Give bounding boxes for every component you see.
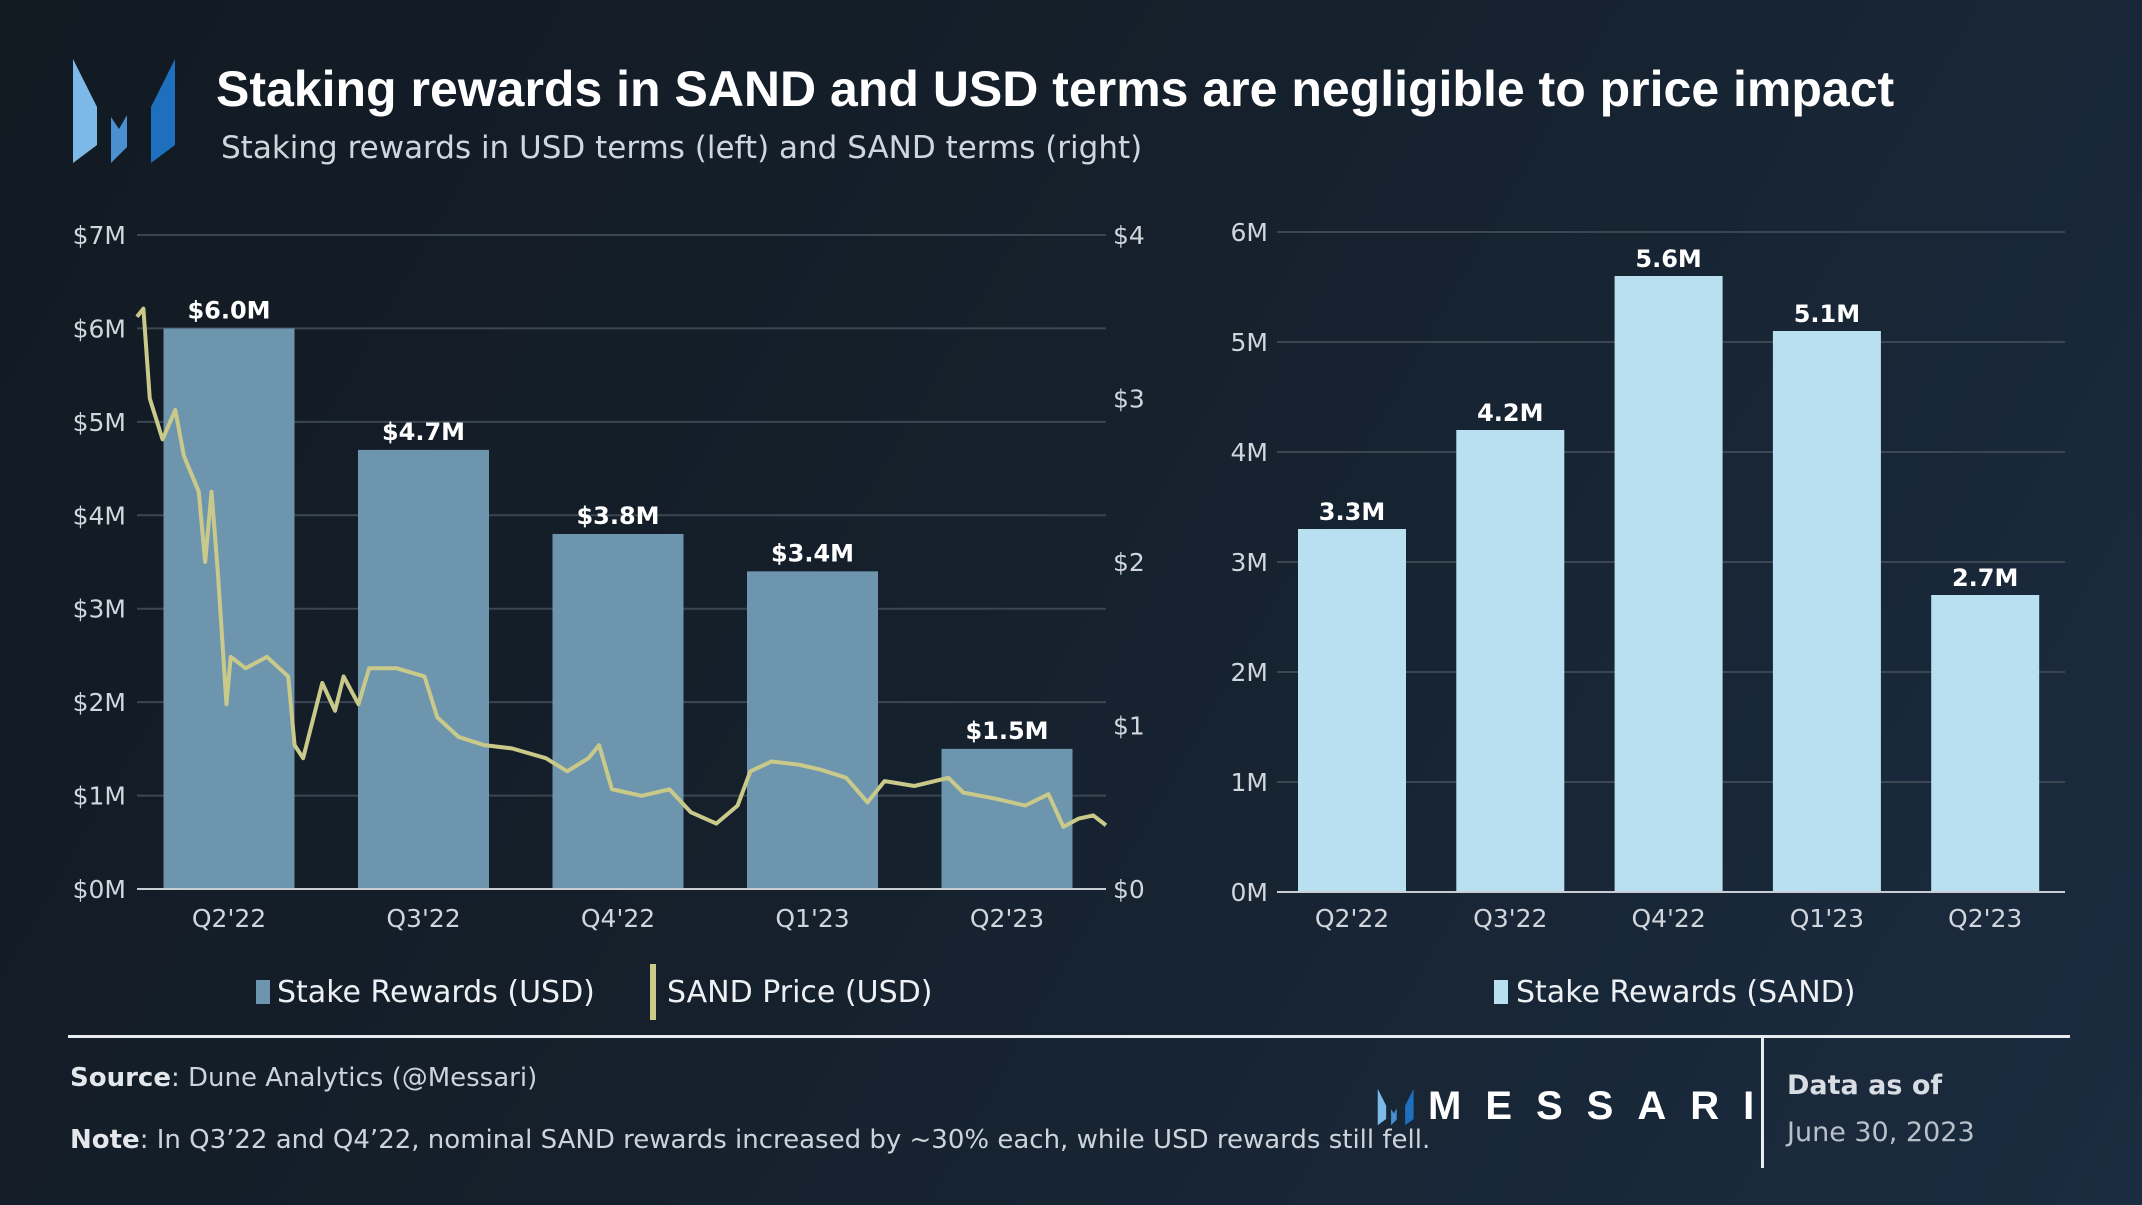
source-line: Source: Dune Analytics (@Messari): [70, 1063, 537, 1093]
footer-vertical-divider: [1761, 1038, 1764, 1168]
source-label: Source: [70, 1063, 171, 1093]
usd-bar-data-label: $4.7M: [382, 418, 465, 446]
footer-divider: [68, 1035, 2070, 1038]
y-axis-tick-label: 0M: [1231, 878, 1268, 907]
page-subtitle: Staking rewards in USD terms (left) and …: [221, 130, 1143, 166]
usd-bar-data-label: $3.4M: [771, 539, 854, 567]
right-axis-tick-label: $2: [1113, 548, 1145, 577]
left-axis-tick-label: $2M: [73, 688, 126, 717]
left-axis-tick-label: $6M: [73, 314, 126, 343]
left-axis-tick-label: $7M: [73, 221, 126, 250]
y-axis-tick-label: 2M: [1231, 658, 1268, 687]
messari-brand-icon: [1377, 1088, 1414, 1126]
right-axis-tick-label: $3: [1113, 385, 1145, 414]
y-axis-tick-label: 5M: [1231, 328, 1268, 357]
right-axis-tick-label: $4: [1113, 221, 1145, 250]
sand-price-line: [135, 306, 1108, 829]
legend-swatch-usd-rewards: [256, 980, 270, 1004]
x-axis-tick-label: Q3'22: [386, 904, 460, 933]
legend-label-sand-price: SAND Price (USD): [667, 975, 932, 1010]
x-axis-tick-label: Q2'23: [970, 904, 1044, 933]
x-axis-tick-label: Q1'23: [1790, 904, 1864, 933]
left-axis-tick-label: $4M: [73, 501, 126, 530]
x-axis-tick-label: Q4'22: [1631, 904, 1705, 933]
left-axis-tick-label: $0M: [73, 875, 126, 904]
usd-bar-data-label: $1.5M: [965, 717, 1048, 745]
x-axis-tick-label: Q2'22: [1315, 904, 1389, 933]
messari-logo-icon: [73, 59, 175, 163]
x-axis-tick-label: Q4'22: [581, 904, 655, 933]
source-text: : Dune Analytics (@Messari): [170, 1063, 538, 1093]
left-axis-tick-label: $5M: [73, 408, 126, 437]
sand-bar-data-label: 5.6M: [1635, 245, 1701, 273]
x-axis-tick-label: Q2'23: [1948, 904, 2022, 933]
sand-reward-bar: [1614, 276, 1723, 892]
legend-label-sand-rewards: Stake Rewards (SAND): [1516, 975, 1855, 1010]
right-axis-tick-label: $1: [1113, 712, 1145, 741]
note-text: : In Q3’22 and Q4’22, nominal SAND rewar…: [139, 1125, 1431, 1155]
y-axis-tick-label: 6M: [1231, 218, 1268, 247]
x-axis-tick-label: Q3'22: [1473, 904, 1547, 933]
sand-bar-data-label: 4.2M: [1477, 399, 1543, 427]
usd-bar-data-label: $6.0M: [187, 296, 270, 324]
note-label: Note: [70, 1125, 140, 1155]
sand-reward-bar: [1298, 529, 1406, 892]
usd-reward-bar: [941, 748, 1073, 889]
note-line: Note: In Q3’22 and Q4’22, nominal SAND r…: [70, 1125, 1430, 1155]
page-title: Staking rewards in SAND and USD terms ar…: [216, 61, 1895, 117]
right-axis-tick-label: $0: [1113, 875, 1145, 904]
sand-bar-data-label: 2.7M: [1952, 564, 2018, 592]
left-axis-tick-label: $3M: [73, 595, 126, 624]
y-axis-tick-label: 3M: [1231, 548, 1268, 577]
data-as-of-label: Data as of: [1787, 1070, 1943, 1101]
x-axis-tick-label: Q2'22: [192, 904, 266, 933]
y-axis-tick-label: 4M: [1231, 438, 1268, 467]
legend-swatch-sand-rewards: [1494, 980, 1508, 1004]
sand-reward-bar: [1456, 430, 1565, 892]
sand-bar-data-label: 5.1M: [1794, 300, 1860, 328]
legend-swatch-sand-price: [650, 964, 656, 1020]
sand-reward-bar: [1772, 331, 1881, 892]
legend-label-usd-rewards: Stake Rewards (USD): [277, 975, 595, 1010]
data-as-of-date: June 30, 2023: [1787, 1117, 1975, 1148]
left-axis-tick-label: $1M: [73, 782, 126, 811]
usd-bar-data-label: $3.8M: [576, 502, 659, 530]
sand-bar-data-label: 3.3M: [1319, 498, 1385, 526]
usd-reward-bar: [163, 328, 295, 889]
usd-reward-bar: [552, 533, 684, 889]
messari-wordmark: MESSARI: [1428, 1084, 1779, 1128]
usd-reward-bar: [747, 571, 878, 889]
y-axis-tick-label: 1M: [1231, 768, 1268, 797]
sand-reward-bar: [1931, 595, 2040, 892]
x-axis-tick-label: Q1'23: [775, 904, 849, 933]
